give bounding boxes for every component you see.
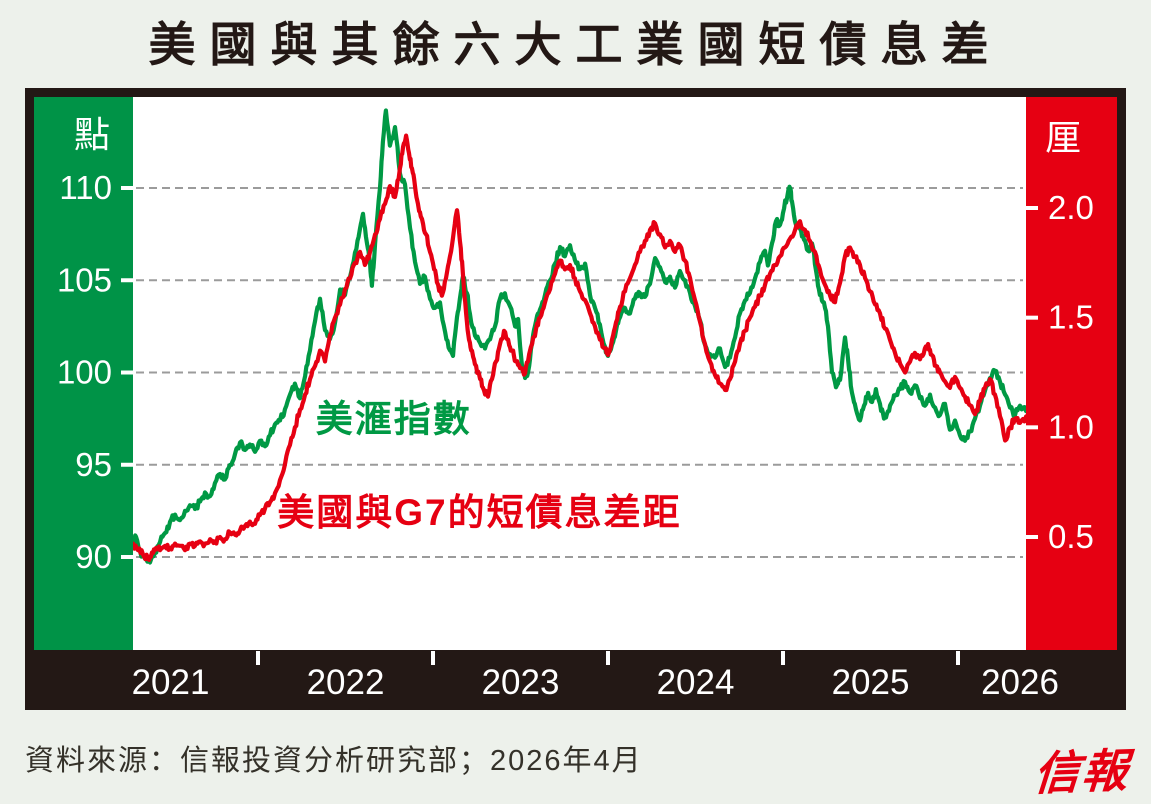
right-tick-label: 2.0 xyxy=(1048,189,1094,226)
right-tick-label: 1.5 xyxy=(1048,299,1094,336)
left-tick-label: 100 xyxy=(57,354,112,391)
left-tick-label: 90 xyxy=(75,538,112,575)
right-tick-label: 1.0 xyxy=(1048,408,1094,445)
left-tick-label: 105 xyxy=(57,261,112,298)
dollar-index-label: 美滙指數 xyxy=(316,399,472,440)
yield-spread-label: 美國與G7的短債息差距 xyxy=(277,492,681,533)
left-axis-unit: 點 xyxy=(74,114,110,155)
right-axis-band xyxy=(1026,97,1117,650)
year-label: 2026 xyxy=(981,663,1059,702)
x-axis-labels: 2021 2022 2023 2024 2025 2026 xyxy=(132,651,1059,702)
year-label: 2023 xyxy=(482,663,560,702)
yield-spread-line xyxy=(133,133,1026,562)
year-label: 2025 xyxy=(832,663,910,702)
source-note: 資料來源：信報投資分析研究部；2026年4月 xyxy=(25,745,643,777)
right-axis-labels: 2.0 1.5 1.0 0.5 厘 xyxy=(1026,117,1094,555)
year-label: 2022 xyxy=(307,663,385,702)
left-axis-band xyxy=(34,97,133,650)
chart-title: 美國與其餘六大工業國短債息差 xyxy=(148,18,1003,71)
left-axis-labels: 110 105 100 95 90 點 xyxy=(57,114,133,575)
left-tick-label: 110 xyxy=(59,169,112,206)
year-label: 2021 xyxy=(132,663,210,702)
left-tick-label: 95 xyxy=(75,446,112,483)
plot-area xyxy=(34,97,1117,701)
right-axis-unit: 厘 xyxy=(1045,117,1081,158)
right-tick-label: 0.5 xyxy=(1048,518,1094,555)
brand-logo: 信報 xyxy=(1031,744,1132,800)
dollar-index-line xyxy=(133,108,1026,565)
x-axis-band xyxy=(34,650,1117,701)
series-lines xyxy=(133,108,1026,565)
year-label: 2024 xyxy=(657,663,735,702)
